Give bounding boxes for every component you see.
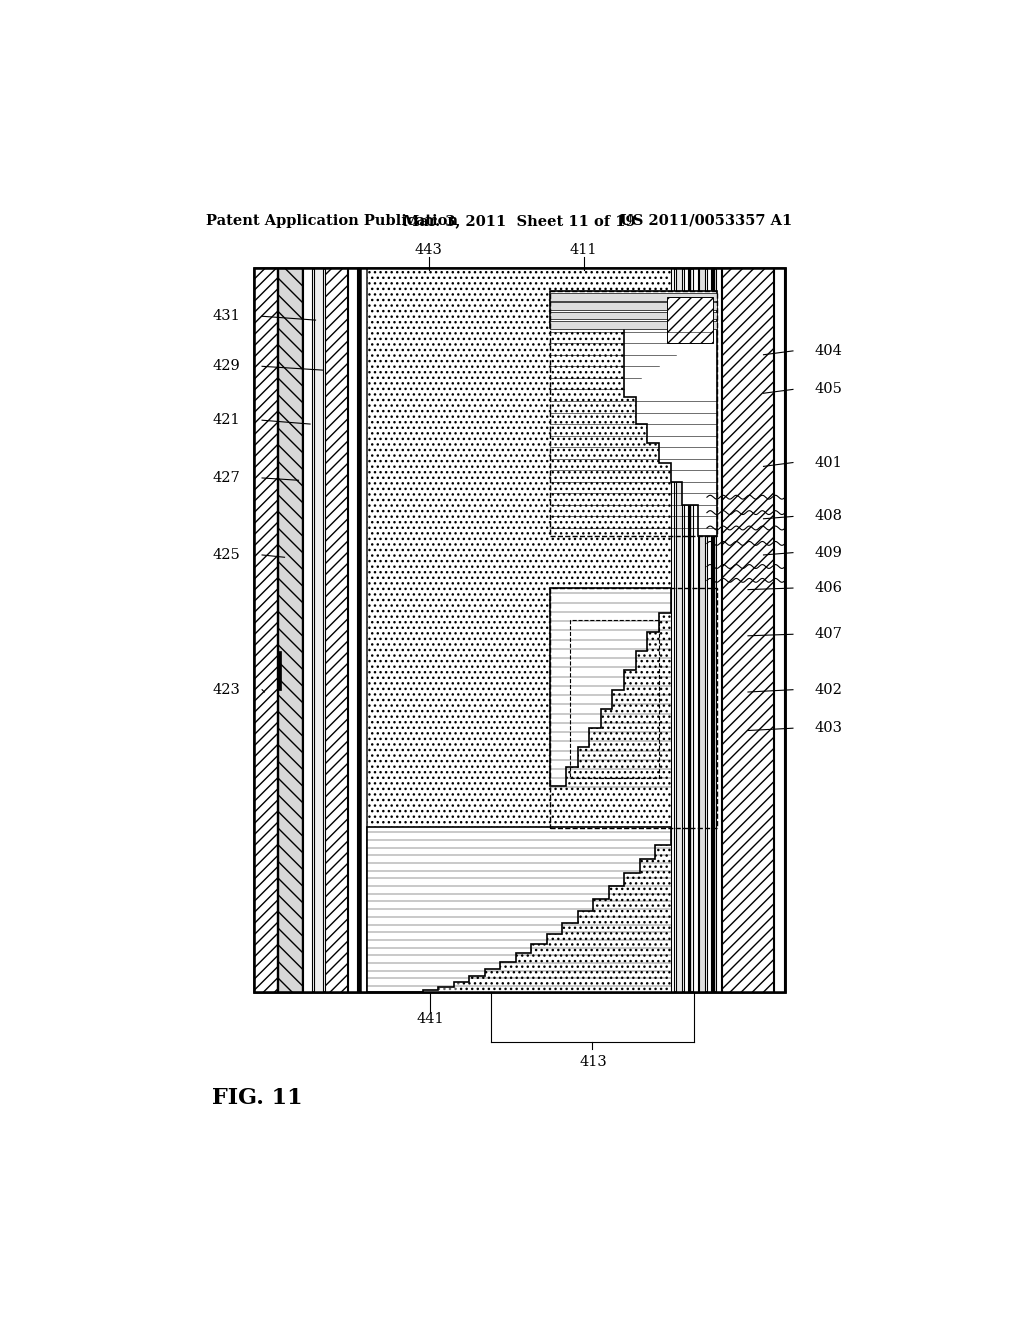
Polygon shape (550, 589, 671, 785)
Bar (676, 268, 682, 991)
Bar (367, 268, 671, 991)
Bar (569, 620, 658, 779)
Text: 443: 443 (415, 243, 442, 257)
Bar (550, 321, 717, 330)
Text: 423: 423 (213, 682, 241, 697)
Polygon shape (550, 290, 717, 536)
Text: 421: 421 (213, 413, 241, 428)
Text: 425: 425 (213, 548, 241, 562)
Text: Mar. 3, 2011  Sheet 11 of 19: Mar. 3, 2011 Sheet 11 of 19 (403, 214, 636, 228)
Text: 409: 409 (815, 545, 843, 560)
Bar (367, 882, 460, 991)
Bar (713, 268, 715, 991)
Bar (667, 297, 713, 343)
Text: 429: 429 (213, 359, 241, 374)
Text: 402: 402 (815, 682, 843, 697)
Bar (671, 268, 675, 991)
Text: 411: 411 (570, 243, 597, 257)
Text: 405: 405 (815, 383, 843, 396)
Text: 407: 407 (815, 627, 843, 642)
Bar (278, 268, 302, 991)
Bar (358, 268, 360, 991)
Text: 406: 406 (815, 581, 843, 595)
Text: 431: 431 (213, 309, 241, 323)
Bar (722, 268, 773, 991)
Bar (254, 268, 785, 991)
Bar (314, 268, 324, 991)
Bar (550, 290, 717, 536)
Text: 441: 441 (417, 1011, 444, 1026)
Bar (303, 268, 312, 991)
Bar (550, 312, 717, 319)
Bar (707, 268, 711, 991)
Text: Patent Application Publication: Patent Application Publication (206, 214, 458, 228)
Text: 427: 427 (213, 471, 241, 484)
Bar (550, 302, 717, 310)
Bar (254, 268, 785, 991)
Bar (699, 268, 706, 991)
Text: FIG. 11: FIG. 11 (212, 1086, 302, 1109)
Bar (684, 268, 687, 991)
Text: 403: 403 (815, 721, 843, 735)
Bar (325, 268, 346, 991)
Polygon shape (367, 826, 671, 991)
Bar (361, 268, 366, 991)
Bar (348, 268, 357, 991)
Text: 401: 401 (815, 455, 843, 470)
Text: 408: 408 (815, 510, 843, 524)
Bar (254, 268, 276, 991)
Bar (774, 268, 783, 991)
Bar (693, 268, 697, 991)
Text: US 2011/0053357 A1: US 2011/0053357 A1 (621, 214, 793, 228)
Text: 413: 413 (580, 1056, 607, 1069)
Bar (278, 651, 282, 689)
Bar (550, 589, 717, 829)
Text: 404: 404 (815, 345, 843, 358)
Bar (716, 268, 721, 991)
Bar (550, 293, 717, 301)
Bar (689, 268, 691, 991)
